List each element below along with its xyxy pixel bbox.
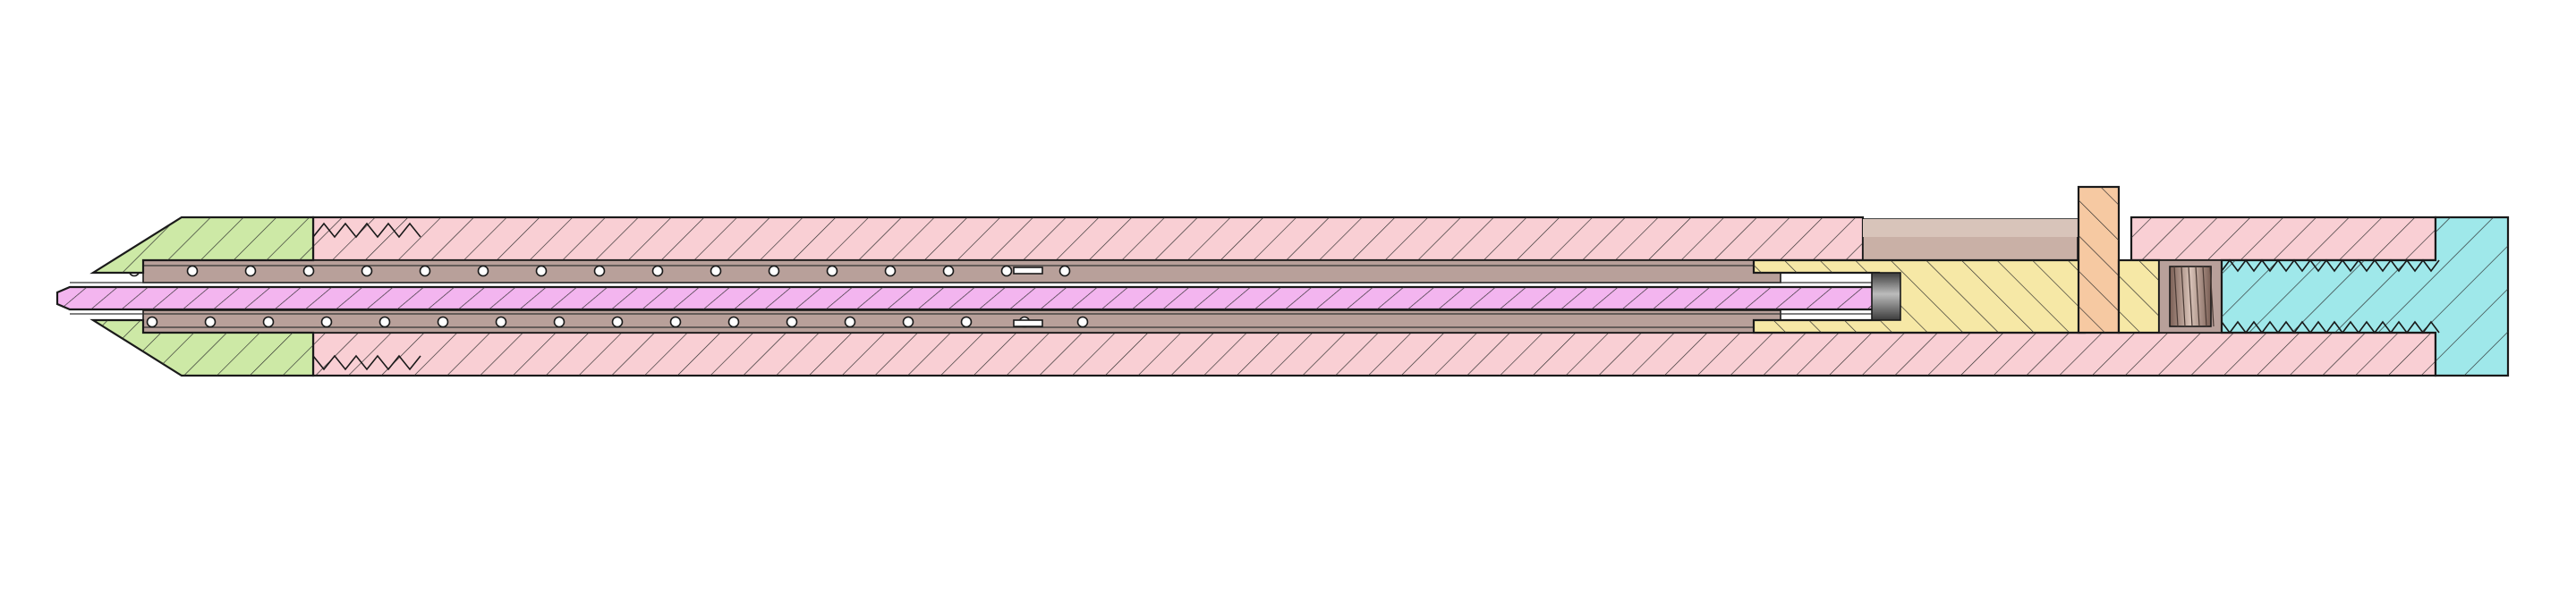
ball xyxy=(960,316,973,328)
ball xyxy=(942,265,955,277)
spring-coil-line xyxy=(2173,266,2179,327)
ball xyxy=(826,265,838,277)
spring-coil xyxy=(2158,259,2223,334)
ball xyxy=(768,265,780,277)
flange-plate xyxy=(2077,185,2121,334)
ball xyxy=(553,316,565,328)
ball xyxy=(477,265,489,277)
ball xyxy=(884,265,897,277)
slot-marker-bottom xyxy=(1013,319,1043,327)
ball xyxy=(419,265,431,277)
spring-coil-line xyxy=(2188,266,2193,327)
ball xyxy=(1000,265,1013,277)
ball xyxy=(844,316,856,328)
ball xyxy=(786,316,798,328)
nose-cap xyxy=(89,216,421,377)
ball xyxy=(902,316,914,328)
spring-coil-line xyxy=(2209,266,2215,327)
ball xyxy=(727,316,740,328)
ball xyxy=(495,316,507,328)
end-connector xyxy=(2220,216,2510,377)
spring-coil-line xyxy=(2181,266,2186,327)
ball xyxy=(204,316,217,328)
ball xyxy=(669,316,682,328)
ball xyxy=(244,265,257,277)
connector-block xyxy=(2117,258,2161,334)
ball xyxy=(1076,316,1089,328)
ball xyxy=(320,316,333,328)
inner-rod xyxy=(55,282,1877,315)
ball-row-top xyxy=(128,265,1071,277)
ball xyxy=(186,265,199,277)
ball xyxy=(651,265,664,277)
ball xyxy=(146,316,158,328)
ball xyxy=(710,265,722,277)
ball xyxy=(302,265,315,277)
bore-cavity xyxy=(1862,218,2079,261)
ball xyxy=(262,316,275,328)
spring-coil-line xyxy=(2202,266,2207,327)
ball xyxy=(361,265,373,277)
ball xyxy=(378,316,391,328)
ball xyxy=(437,316,449,328)
spring-coil-line xyxy=(2195,266,2200,327)
ball xyxy=(593,265,606,277)
ball xyxy=(1058,265,1071,277)
ball xyxy=(535,265,548,277)
pin-end xyxy=(1871,272,1901,321)
slot-marker-top xyxy=(1013,266,1043,275)
ball xyxy=(611,316,624,328)
